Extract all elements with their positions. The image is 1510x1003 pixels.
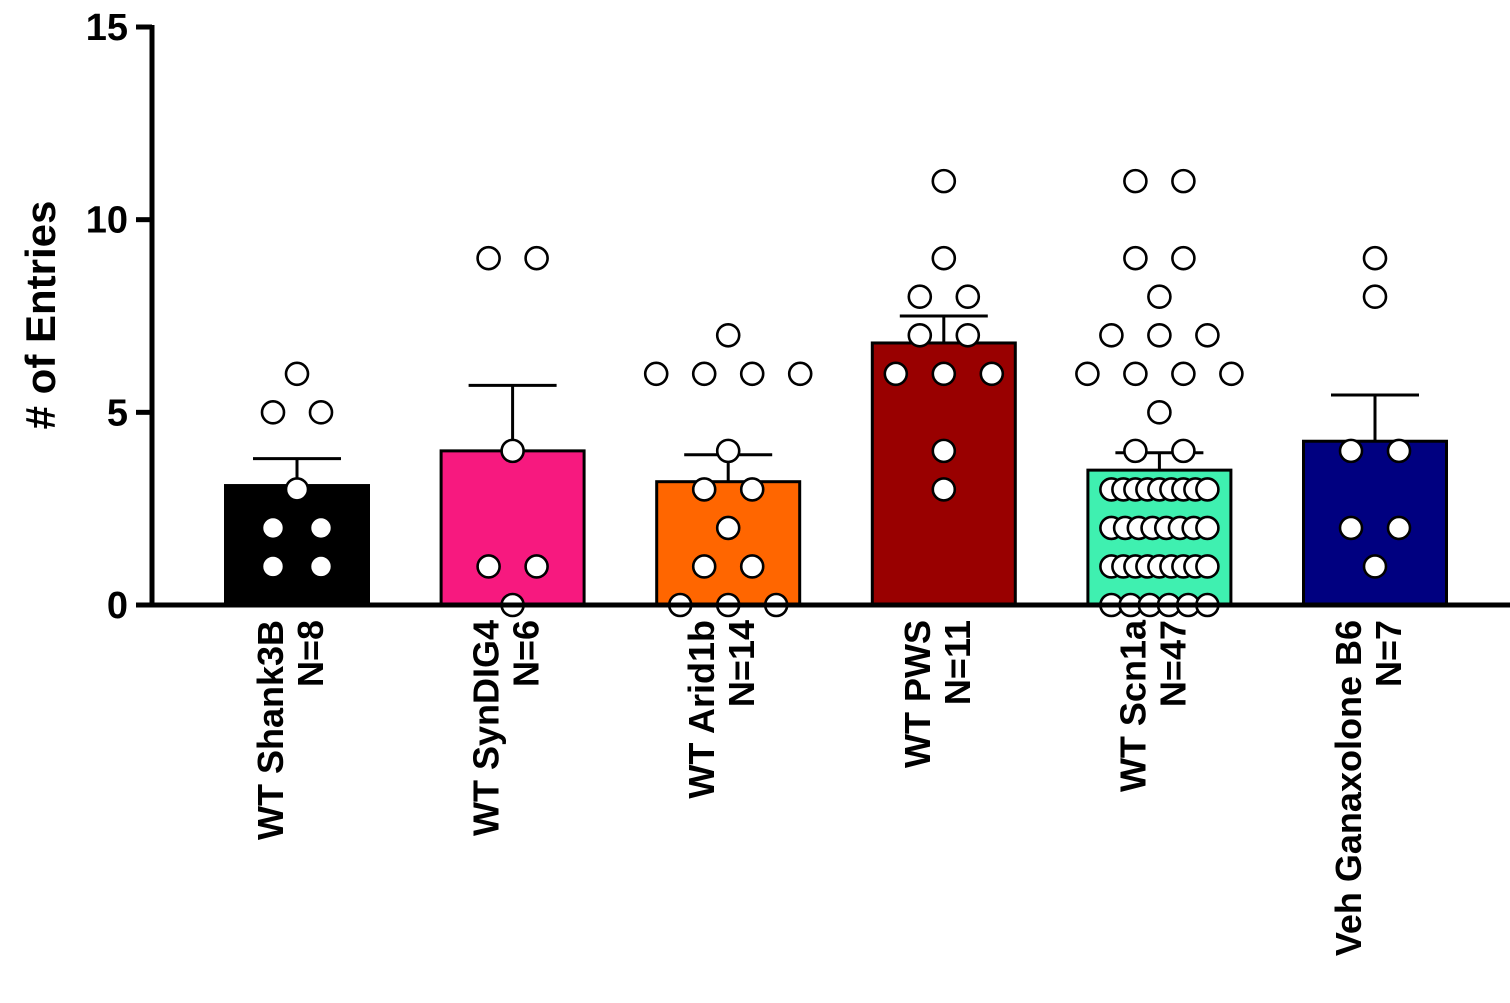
data-point (260, 554, 286, 579)
category-name: Veh Ganaxolone B6 (1328, 620, 1369, 956)
category-n: N=14 (721, 620, 762, 707)
data-point (979, 361, 1005, 387)
category-name: WT Shank3B (250, 620, 291, 840)
data-point (1362, 245, 1388, 271)
data-point (1123, 168, 1148, 194)
data-point (500, 438, 525, 464)
data-point (715, 438, 741, 464)
data-point (1123, 361, 1148, 387)
category-label: WT Arid1b N=14 (681, 620, 762, 799)
y-tick-label: 0 (107, 585, 128, 627)
data-point (1171, 245, 1196, 271)
data-point (931, 477, 957, 502)
error-bars (253, 314, 1419, 486)
data-point (1195, 477, 1220, 502)
data-point (524, 245, 549, 271)
data-point (931, 361, 957, 387)
category-name: WT PWS (897, 620, 938, 768)
data-point (643, 361, 669, 387)
data-point (1195, 322, 1220, 348)
bar (224, 484, 370, 607)
data-point (1338, 515, 1364, 541)
bar (870, 341, 1017, 607)
data-point (1147, 400, 1172, 425)
category-name: WT Scn1a (1112, 619, 1153, 792)
data-point (739, 477, 765, 502)
data-points (260, 168, 1412, 618)
data-point (1147, 322, 1172, 348)
data-point (1171, 438, 1196, 464)
bar (655, 480, 802, 607)
data-point (1362, 284, 1388, 310)
y-tick-label: 15 (86, 7, 128, 49)
bar (439, 449, 586, 607)
y-tick-label: 5 (107, 392, 128, 434)
category-n: N=47 (1152, 620, 1193, 707)
category-name: WT Arid1b (681, 620, 722, 799)
data-point (1123, 438, 1148, 464)
data-point (883, 361, 909, 387)
category-label: Veh Ganaxolone B6 N=7 (1328, 620, 1409, 956)
data-point (1386, 438, 1412, 464)
data-point (691, 554, 717, 579)
data-point (1362, 554, 1388, 579)
data-point (260, 400, 286, 425)
category-name: WT SynDIG4 (466, 620, 507, 836)
category-label: WT PWS N=11 (897, 620, 978, 768)
data-point (955, 322, 981, 348)
category-n: N=7 (1368, 620, 1409, 687)
data-point (931, 245, 957, 271)
data-point (1147, 284, 1172, 310)
data-point (1219, 361, 1244, 387)
data-point (308, 400, 334, 425)
data-point (691, 361, 717, 387)
y-axis: 0 5 10 15 (86, 7, 155, 627)
data-point (739, 361, 765, 387)
data-point (308, 515, 334, 541)
data-point (931, 168, 957, 194)
data-point (1195, 515, 1220, 541)
y-tick-label: 10 (86, 200, 128, 242)
category-label: WT Shank3B N=8 (250, 620, 331, 840)
category-labels: WT Shank3B N=8 WT SynDIG4 N=6 WT Arid1b N=14 W… (250, 619, 1409, 956)
data-point (739, 554, 765, 579)
data-point (907, 322, 933, 348)
data-point (955, 284, 981, 310)
data-point (1386, 515, 1412, 541)
category-n: N=8 (290, 620, 331, 687)
category-n: N=11 (937, 620, 978, 705)
data-point (1171, 168, 1196, 194)
data-point (284, 477, 310, 502)
data-point (715, 515, 741, 541)
data-point (691, 477, 717, 502)
category-label: WT SynDIG4 N=6 (466, 620, 547, 836)
data-point (907, 284, 933, 310)
data-point (1171, 361, 1196, 387)
y-axis-label: # of Entries (17, 201, 64, 430)
data-point (476, 245, 501, 271)
data-point (1099, 322, 1124, 348)
data-point (1338, 438, 1364, 464)
category-n: N=6 (506, 620, 547, 687)
data-point (284, 361, 310, 387)
data-point (1075, 361, 1100, 387)
data-point (715, 322, 741, 348)
data-point (524, 554, 549, 579)
data-point (260, 515, 286, 541)
data-point (787, 361, 813, 387)
data-point (476, 554, 501, 579)
bars (224, 341, 1448, 607)
data-point (931, 438, 957, 464)
data-point (308, 554, 334, 579)
data-point (1195, 554, 1220, 579)
category-label: WT Scn1a N=47 (1112, 619, 1193, 792)
bar (1302, 439, 1448, 607)
data-point (1123, 245, 1148, 271)
